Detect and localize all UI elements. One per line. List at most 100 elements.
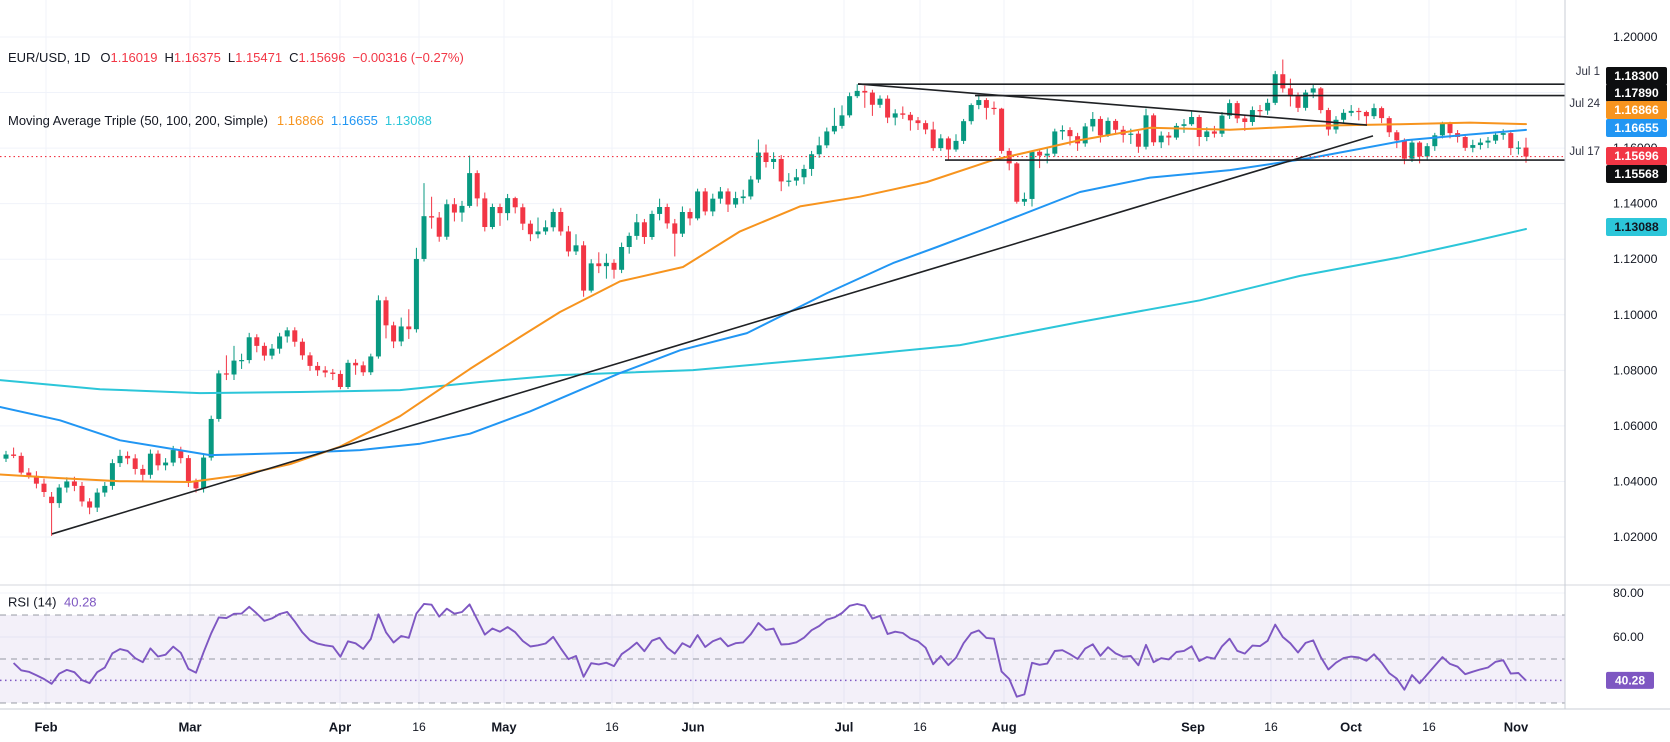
candle[interactable]	[1386, 116, 1392, 138]
candle[interactable]	[406, 309, 412, 339]
candle[interactable]	[1272, 70, 1278, 106]
candle[interactable]	[907, 112, 913, 131]
candle[interactable]	[1470, 139, 1476, 153]
candle[interactable]	[125, 451, 131, 465]
candle[interactable]	[429, 196, 435, 229]
candle[interactable]	[383, 296, 389, 339]
candle[interactable]	[1280, 59, 1286, 93]
candle[interactable]	[923, 120, 929, 135]
candle[interactable]	[284, 327, 290, 343]
candle[interactable]	[398, 317, 404, 347]
candle[interactable]	[953, 134, 959, 152]
candle[interactable]	[254, 334, 260, 353]
candle[interactable]	[961, 118, 967, 144]
candle[interactable]	[565, 225, 571, 257]
candle[interactable]	[337, 370, 343, 390]
candle[interactable]	[132, 454, 138, 475]
candle[interactable]	[793, 168, 799, 186]
candle[interactable]	[892, 109, 898, 126]
candle[interactable]	[543, 220, 549, 235]
time-axis[interactable]: Feb Mar Apr 16 May 16 Jun Jul 16 Aug Sep 16 Oct 16 Nov	[34, 720, 1529, 735]
candle[interactable]	[687, 208, 693, 226]
candle[interactable]	[231, 345, 237, 381]
candle[interactable]	[1189, 110, 1195, 126]
candle[interactable]	[1257, 105, 1263, 118]
candle[interactable]	[368, 353, 374, 376]
candle[interactable]	[581, 241, 587, 297]
candle[interactable]	[1485, 137, 1491, 149]
candle[interactable]	[239, 353, 245, 369]
candle[interactable]	[307, 352, 313, 371]
candle[interactable]	[1227, 99, 1233, 119]
candle[interactable]	[208, 415, 214, 461]
candle[interactable]	[421, 183, 427, 262]
candle[interactable]	[983, 98, 989, 120]
candle[interactable]	[1173, 123, 1179, 140]
candle[interactable]	[277, 332, 283, 354]
candle[interactable]	[375, 295, 381, 359]
candle[interactable]	[1029, 150, 1035, 207]
candle[interactable]	[489, 203, 495, 230]
candle[interactable]	[41, 478, 47, 498]
candle[interactable]	[497, 203, 503, 226]
candle[interactable]	[854, 84, 860, 99]
candle[interactable]	[1014, 162, 1020, 204]
candle[interactable]	[163, 458, 169, 471]
candle[interactable]	[1135, 130, 1141, 153]
candle[interactable]	[1508, 130, 1514, 156]
candle[interactable]	[64, 477, 70, 493]
candle[interactable]	[1477, 138, 1483, 150]
candle[interactable]	[862, 85, 868, 108]
candle[interactable]	[436, 212, 442, 242]
candle[interactable]	[877, 95, 883, 108]
candle[interactable]	[467, 155, 473, 208]
candle[interactable]	[3, 450, 9, 463]
symbol-legend-row[interactable]: EUR/USD, 1D O1.16019 H1.16375 L1.15471 C1.15…	[8, 47, 471, 68]
candle[interactable]	[391, 321, 397, 349]
candle[interactable]	[771, 152, 777, 169]
candle[interactable]	[573, 234, 579, 256]
candle[interactable]	[261, 342, 267, 361]
candle[interactable]	[641, 218, 647, 244]
candle[interactable]	[869, 89, 875, 116]
moving-average-lines[interactable]	[0, 121, 1527, 483]
candle[interactable]	[1287, 78, 1293, 107]
candle[interactable]	[968, 103, 974, 125]
candle[interactable]	[201, 453, 207, 493]
candle[interactable]	[915, 117, 921, 131]
sma-100-line[interactable]	[0, 128, 1527, 457]
candle[interactable]	[79, 482, 85, 507]
sma-200-line[interactable]	[0, 228, 1527, 395]
candle[interactable]	[1462, 134, 1468, 151]
candle[interactable]	[702, 188, 708, 216]
candle[interactable]	[847, 92, 853, 118]
candle[interactable]	[140, 464, 146, 482]
candle[interactable]	[345, 359, 351, 389]
candle[interactable]	[474, 170, 480, 207]
price-axis[interactable]: 1.200001.180001.160001.140001.120001.100…	[1606, 30, 1667, 689]
ascending-trendline[interactable]	[51, 135, 1374, 535]
candle[interactable]	[733, 191, 739, 208]
candle[interactable]	[1348, 105, 1354, 117]
candle[interactable]	[672, 218, 678, 257]
candle[interactable]	[1151, 113, 1157, 146]
candle[interactable]	[1097, 116, 1103, 143]
candle[interactable]	[1044, 148, 1050, 164]
candle[interactable]	[778, 155, 784, 192]
candle[interactable]	[664, 203, 670, 229]
candle[interactable]	[839, 105, 845, 129]
candle[interactable]	[246, 332, 252, 364]
candle[interactable]	[1341, 109, 1347, 123]
descending-trendline[interactable]	[857, 83, 1368, 126]
candle[interactable]	[1394, 130, 1400, 149]
trendline-drawings[interactable]	[0, 83, 1565, 535]
candle[interactable]	[1037, 149, 1043, 169]
candle[interactable]	[299, 338, 305, 360]
candle[interactable]	[1379, 106, 1385, 124]
candle[interactable]	[1120, 125, 1126, 143]
candle[interactable]	[1424, 143, 1430, 161]
candle[interactable]	[596, 252, 602, 274]
candle[interactable]	[710, 193, 716, 217]
candle[interactable]	[223, 355, 229, 381]
candle[interactable]	[94, 488, 100, 513]
